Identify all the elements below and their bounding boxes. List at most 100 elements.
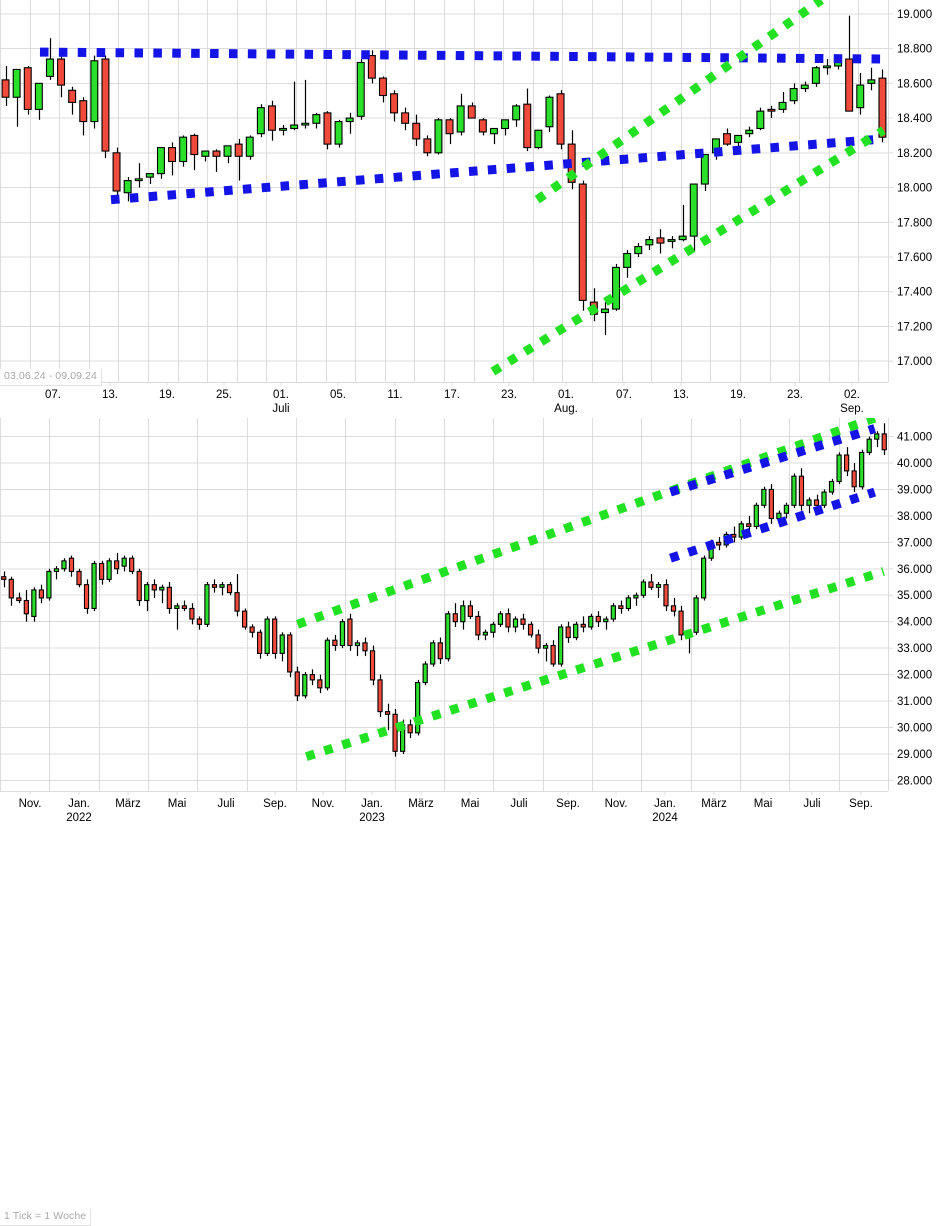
candlestick: [811, 65, 820, 87]
candle-body-up: [290, 124, 299, 130]
candle-body-down: [234, 592, 240, 612]
candle-body-down: [452, 613, 458, 623]
bottom-chart-panel[interactable]: 41.000 40.000 39.000 38.000 37.000 36.000 35.0…: [0, 418, 943, 1226]
candle-body-down: [723, 133, 732, 145]
x-axis-tick-label: Jan.: [68, 798, 90, 810]
candlestick: [121, 555, 127, 572]
candle-body-down: [367, 55, 376, 79]
candle-body-up: [34, 82, 43, 110]
candlestick: [354, 640, 361, 657]
candle-body-up: [121, 557, 127, 567]
candle-body-up: [634, 246, 643, 255]
candle-body-up: [633, 594, 639, 599]
candlestick: [867, 67, 876, 91]
candlestick: [467, 600, 473, 620]
candle-body-up: [756, 110, 765, 130]
candlestick: [753, 502, 759, 530]
x-axis-tick-label: Sep.: [849, 798, 873, 810]
candle-body-down: [390, 93, 399, 114]
candlestick: [226, 582, 233, 596]
candle-body-up: [545, 96, 554, 128]
candle-body-down: [881, 433, 887, 451]
candlestick: [219, 582, 225, 596]
candlestick: [1, 65, 10, 106]
candle-body-down: [475, 615, 481, 636]
candle-body-up: [460, 605, 466, 623]
candlestick: [490, 621, 496, 638]
x-axis-tick-label: 17.: [444, 389, 460, 401]
candlestick: [851, 462, 857, 493]
candle-body-down: [798, 475, 805, 506]
candlestick: [573, 621, 579, 641]
candlestick: [423, 135, 432, 157]
candlestick: [76, 568, 82, 588]
candle-body-down: [878, 77, 887, 138]
candlestick: [700, 153, 709, 191]
candle-body-up: [789, 88, 798, 102]
candlestick: [390, 90, 399, 122]
candlestick: [821, 489, 827, 508]
top-plot-area[interactable]: [0, 0, 888, 382]
y-axis-tick-label: 18.200: [897, 148, 932, 160]
bottom-plot-area[interactable]: [0, 418, 888, 791]
candlestick: [482, 629, 489, 641]
candle-body-up: [434, 119, 443, 154]
candlestick: [430, 640, 436, 667]
candle-body-down: [670, 605, 677, 612]
candlestick: [301, 79, 310, 129]
candle-body-up: [106, 560, 112, 580]
candle-body-up: [334, 120, 343, 145]
candlestick: [166, 582, 172, 614]
candlestick: [874, 431, 880, 448]
candlestick: [689, 183, 698, 252]
candle-body-down: [317, 679, 323, 689]
candle-body-down: [241, 610, 248, 628]
candle-body-down: [287, 634, 293, 673]
candlestick: [156, 147, 165, 179]
x-axis-tick-sublabel: 2024: [652, 812, 678, 824]
candlestick: [151, 579, 157, 598]
candle-body-down: [407, 724, 413, 734]
trendline-support-lower: [110, 134, 884, 205]
candle-body-down: [813, 499, 820, 506]
y-axis-tick-label: 28.000: [897, 775, 932, 787]
candle-body-up: [159, 586, 165, 591]
y-axis-tick-label: 40.000: [897, 458, 932, 470]
candlestick: [287, 632, 293, 678]
candlestick: [245, 135, 254, 160]
candle-body-down: [8, 578, 14, 599]
top-chart-panel[interactable]: 19.000 18.800 18.600 18.400 18.200 18.000 17.8…: [0, 0, 943, 416]
candle-body-up: [354, 642, 361, 647]
candlestick: [656, 229, 665, 254]
candlestick: [98, 560, 105, 585]
candle-body-down: [189, 607, 195, 620]
candlestick: [378, 76, 387, 103]
y-axis-tick-label: 39.000: [897, 484, 932, 496]
candle-body-up: [31, 589, 37, 617]
candlestick: [663, 579, 669, 612]
candlestick: [412, 114, 421, 146]
y-axis-tick-label: 30.000: [897, 723, 932, 735]
candle-body-down: [423, 138, 432, 154]
candle-body-up: [445, 613, 451, 660]
candlestick: [550, 640, 556, 667]
candlestick: [257, 629, 263, 659]
candle-body-up: [700, 153, 709, 185]
candlestick: [667, 236, 676, 249]
candlestick: [789, 83, 798, 105]
candlestick: [201, 150, 210, 162]
candlestick: [625, 595, 631, 612]
candle-body-down: [520, 618, 526, 625]
candlestick: [279, 125, 288, 136]
candlestick: [267, 100, 276, 141]
x-axis-tick-label: 23.: [787, 389, 803, 401]
x-axis-tick-label: Mai: [754, 798, 773, 810]
candle-body-up: [223, 145, 232, 157]
candlestick: [309, 669, 315, 686]
candlestick: [761, 486, 767, 508]
candle-body-up: [53, 568, 60, 572]
candlestick: [806, 497, 812, 514]
candlestick: [565, 621, 571, 643]
candle-body-down: [211, 584, 218, 588]
candlestick: [23, 65, 32, 115]
